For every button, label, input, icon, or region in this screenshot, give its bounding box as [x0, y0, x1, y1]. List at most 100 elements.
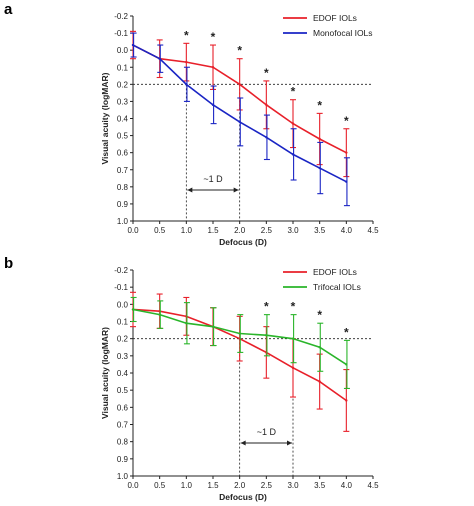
chart-panel-b: b -0.2 -0.1 0.0 0.1 0.2 0.3 0.4 0.5 0.6 0.7 0.8 0.9 1…: [4, 255, 379, 502]
x-tick-label: 3.0: [287, 481, 299, 490]
x-tick-label: 1.5: [207, 481, 219, 490]
significance-star: *: [291, 300, 296, 314]
x-axis-label: Defocus (D): [219, 237, 267, 247]
data-point: [345, 151, 348, 154]
annotation-arrow-head: [287, 440, 292, 446]
y-tick-label: 0.8: [117, 183, 129, 192]
x-tick-label: 3.5: [314, 481, 326, 490]
data-point: [131, 43, 135, 47]
annotation-label: ~1 D: [257, 427, 277, 437]
data-point: [318, 380, 321, 383]
significance-star: *: [211, 30, 216, 44]
x-tick-label: 4.0: [341, 226, 353, 235]
y-axis-label: Visual acuity (logMAR): [100, 327, 110, 419]
x-tick-label: 2.0: [234, 226, 246, 235]
data-point: [345, 399, 348, 402]
data-point: [185, 322, 188, 325]
data-point: [345, 180, 348, 183]
y-tick-label: -0.2: [114, 266, 128, 275]
x-axis-label: Defocus (D): [219, 492, 267, 502]
data-point: [185, 83, 188, 86]
data-point: [238, 120, 241, 124]
significance-star: *: [291, 85, 296, 99]
data-point: [211, 66, 215, 69]
data-point: [291, 153, 295, 156]
x-tick-label: 4.5: [367, 226, 379, 235]
y-tick-label: -0.2: [114, 12, 128, 21]
data-point: [318, 166, 321, 170]
data-point: [158, 57, 161, 60]
data-point: [211, 325, 215, 328]
x-tick-label: 2.0: [234, 481, 246, 490]
panel-letter: a: [4, 1, 13, 18]
chart-panel-a: a -0.2 -0.1 0.0 0.1 0.2 0.3 0.4 0.5 0.6 0.7 0.8 0.9 1…: [4, 1, 379, 247]
x-tick-label: 0.5: [154, 226, 166, 235]
data-point: [291, 337, 295, 340]
x-tick-label: 0.0: [127, 481, 139, 490]
data-point: [265, 334, 268, 337]
data-point: [238, 332, 241, 335]
y-tick-label: 0.5: [117, 386, 129, 395]
y-tick-label: 0.0: [117, 46, 129, 55]
y-tick-label: 0.2: [117, 335, 129, 344]
y-tick-label: -0.1: [114, 29, 128, 38]
x-tick-label: 2.5: [261, 481, 273, 490]
x-tick-label: 1.0: [181, 226, 193, 235]
y-tick-label: 0.9: [117, 200, 129, 209]
x-tick-label: 4.5: [367, 481, 379, 490]
data-point: [318, 346, 321, 349]
annotation-arrow-head: [240, 440, 246, 446]
y-tick-label: 0.6: [117, 403, 129, 412]
data-point: [318, 137, 321, 141]
x-tick-label: 4.0: [341, 481, 353, 490]
x-tick-label: 2.5: [261, 226, 273, 235]
y-tick-label: 0.1: [117, 63, 129, 72]
y-tick-label: 0.9: [117, 455, 129, 464]
x-tick-label: 1.0: [181, 481, 193, 490]
y-tick-label: 0.5: [117, 132, 129, 141]
y-tick-label: 1.0: [117, 472, 129, 481]
legend-label: Monofocal IOLs: [313, 28, 373, 38]
data-point: [291, 122, 295, 125]
y-tick-label: -0.1: [114, 283, 128, 292]
x-tick-label: 0.5: [154, 481, 166, 490]
y-tick-label: 0.0: [117, 300, 129, 309]
data-point: [131, 308, 135, 311]
significance-star: *: [317, 98, 322, 112]
legend-label: EDOF IOLs: [313, 13, 357, 23]
significance-star: *: [344, 325, 349, 339]
panel-letter: b: [4, 255, 13, 272]
data-point: [291, 366, 295, 370]
y-tick-label: 0.1: [117, 318, 129, 327]
x-tick-label: 3.5: [314, 226, 326, 235]
significance-star: *: [237, 44, 242, 58]
data-point: [211, 103, 215, 107]
y-tick-label: 0.4: [117, 369, 129, 378]
significance-star: *: [264, 66, 269, 80]
legend-label: Trifocal IOLs: [313, 282, 361, 292]
x-tick-label: 3.0: [287, 226, 299, 235]
x-tick-label: 1.5: [207, 226, 219, 235]
significance-star: *: [344, 114, 349, 128]
y-tick-label: 0.3: [117, 97, 129, 106]
significance-star: *: [184, 28, 189, 42]
y-tick-label: 0.2: [117, 80, 129, 89]
y-axis-label: Visual acuity (logMAR): [100, 72, 110, 164]
annotation-arrow-head: [187, 187, 193, 193]
annotation-label: ~1 D: [203, 174, 223, 184]
legend-label: EDOF IOLs: [313, 267, 357, 277]
significance-star: *: [317, 308, 322, 322]
y-tick-label: 0.7: [117, 166, 129, 175]
data-point: [265, 103, 268, 107]
y-tick-label: 0.3: [117, 352, 129, 361]
data-point: [185, 60, 188, 64]
annotation-arrow-head: [233, 187, 239, 193]
significance-star: *: [264, 300, 269, 314]
data-point: [158, 313, 161, 316]
data-point: [265, 136, 268, 139]
y-tick-label: 0.6: [117, 149, 129, 158]
y-tick-label: 0.7: [117, 421, 129, 430]
y-tick-label: 0.4: [117, 115, 129, 124]
data-point: [238, 83, 241, 86]
